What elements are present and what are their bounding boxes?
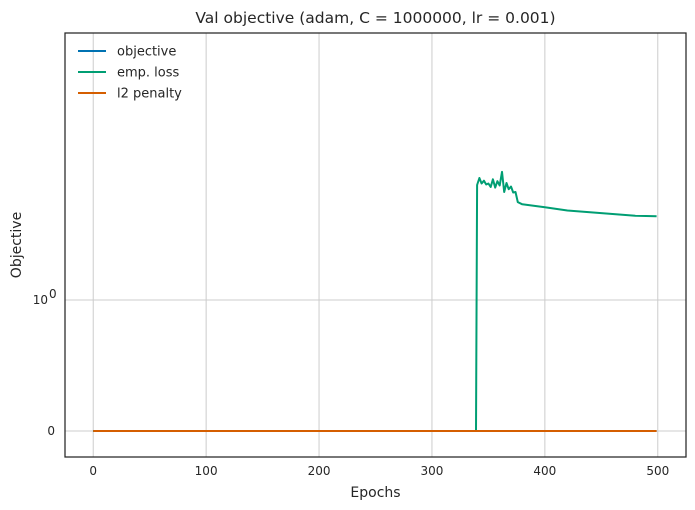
legend-label-objective: objective: [117, 45, 176, 60]
legend-label-l2-penalty: l2 penalty: [117, 87, 182, 102]
x-axis-label: Epochs: [350, 485, 400, 501]
plot-frame: [64, 32, 687, 458]
x-tick-label: 0: [89, 464, 97, 478]
series-layer: [93, 170, 657, 432]
y-tick-label: 10: [33, 293, 48, 307]
x-tick-label: 100: [195, 464, 218, 478]
legend-label-emp-loss: emp. loss: [117, 66, 180, 81]
legend: objective emp. loss l2 penalty: [78, 45, 182, 102]
y-tick-label: 0: [47, 424, 55, 438]
chart-title: Val objective (adam, C = 1000000, lr = 0…: [195, 9, 555, 27]
y-axis-label: Objective: [9, 212, 25, 278]
series-line-emp-loss: [93, 170, 657, 432]
y-tick-exponent: 0: [49, 287, 57, 301]
x-tick-label: 400: [533, 464, 556, 478]
x-tick-label: 300: [421, 464, 444, 478]
x-tick-label: 500: [646, 464, 669, 478]
x-tick-label: 200: [308, 464, 331, 478]
